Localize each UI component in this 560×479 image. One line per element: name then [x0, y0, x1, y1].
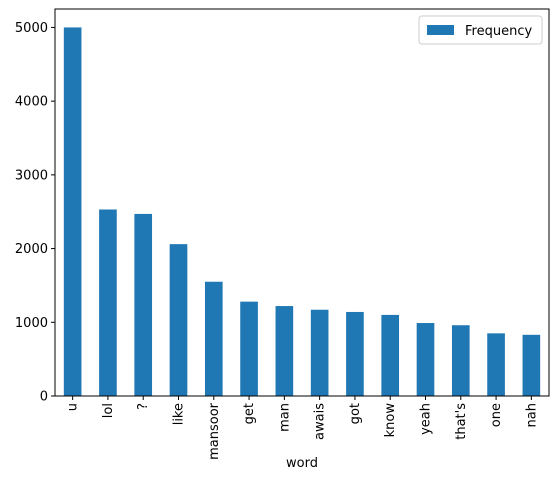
x-tick-label: man	[277, 403, 292, 432]
legend-label-frequency: Frequency	[465, 24, 532, 39]
bar-5	[240, 301, 258, 396]
bar-13	[522, 334, 541, 396]
bar-4	[204, 281, 223, 396]
bar-2	[134, 213, 153, 396]
bar-3	[169, 244, 188, 396]
y-tick-label: 2000	[15, 242, 48, 257]
x-tick-label: one	[489, 403, 504, 427]
bar-8	[346, 311, 364, 396]
bar-1	[99, 209, 117, 396]
y-tick-label: 0	[40, 390, 48, 405]
x-tick-label: u	[66, 403, 81, 411]
y-axis: 0 1000 2000 3000 4000 5000	[15, 21, 55, 405]
bar-0	[63, 27, 82, 397]
legend: Frequency	[418, 15, 543, 45]
x-axis-label: word	[286, 456, 318, 471]
x-tick-label: get	[242, 403, 257, 424]
bar-7	[310, 309, 329, 396]
y-tick-label: 5000	[15, 21, 48, 36]
x-axis: u lol? like mansoor get man awais got know yeah th…	[66, 396, 539, 460]
x-tick-label: know	[383, 403, 398, 438]
x-tick-label: got	[348, 403, 363, 424]
legend-box	[418, 15, 543, 45]
bar-10	[416, 323, 435, 396]
x-tick-label: ?	[136, 403, 151, 410]
x-tick-label: yeah	[419, 403, 434, 435]
legend-swatch	[427, 25, 454, 35]
x-tick-label: that's	[454, 403, 469, 440]
bar-6	[275, 306, 294, 396]
x-tick-label: like	[172, 403, 187, 425]
plot-frame	[54, 8, 550, 397]
x-tick-label: lol	[101, 403, 116, 418]
bars-group	[63, 27, 541, 397]
y-tick-label: 4000	[15, 95, 48, 110]
x-tick-label: mansoor	[207, 402, 222, 460]
x-tick-label: awais	[313, 403, 328, 440]
bar-12	[487, 333, 505, 396]
bar-11	[451, 325, 470, 396]
x-tick-label: nah	[524, 403, 539, 427]
y-tick-label: 1000	[15, 316, 48, 331]
y-tick-label: 3000	[15, 168, 48, 183]
bar-9	[381, 314, 400, 396]
